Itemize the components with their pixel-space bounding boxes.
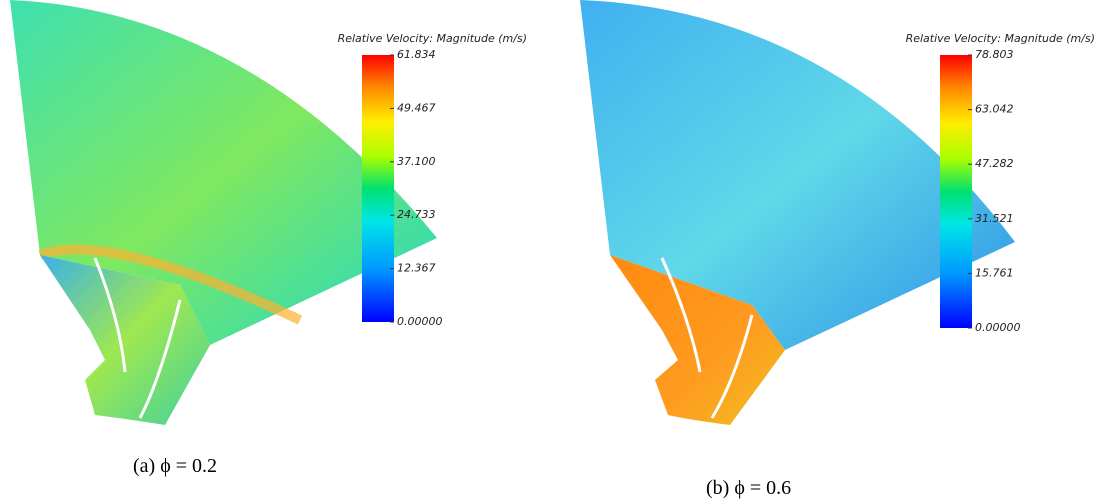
colorbar-tick-label: 37.100 [397,155,436,168]
colorbar-tick-label: 78.803 [975,48,1014,61]
colorbar-title: Relative Velocity: Magnitude (m/s) [338,32,527,45]
colorbar [362,55,394,322]
colorbar-tick-label: 47.282 [975,157,1014,170]
colorbar-tick-label: 61.834 [397,48,436,61]
colorbar [940,55,972,328]
colorbar-tick-label: 12.367 [397,262,436,275]
colorbar-tick-label: 0.00000 [975,321,1021,334]
colorbar-tick-label: 0.00000 [397,315,443,328]
caption: (a) ϕ = 0.2 [133,455,217,477]
colorbar-tick-label: 31.521 [975,212,1014,225]
colorbar-title: Relative Velocity: Magnitude (m/s) [906,32,1095,45]
colorbar-tick-label: 63.042 [975,103,1014,116]
caption: (b) ϕ = 0.6 [706,477,791,499]
figure: Relative Velocity: Magnitude (m/s) 61.834… [0,0,1100,501]
colorbar-tick-label: 49.467 [397,101,436,114]
colorbar-tick-label: 15.761 [975,266,1014,279]
colorbar-tick-label: 24.733 [397,208,436,221]
